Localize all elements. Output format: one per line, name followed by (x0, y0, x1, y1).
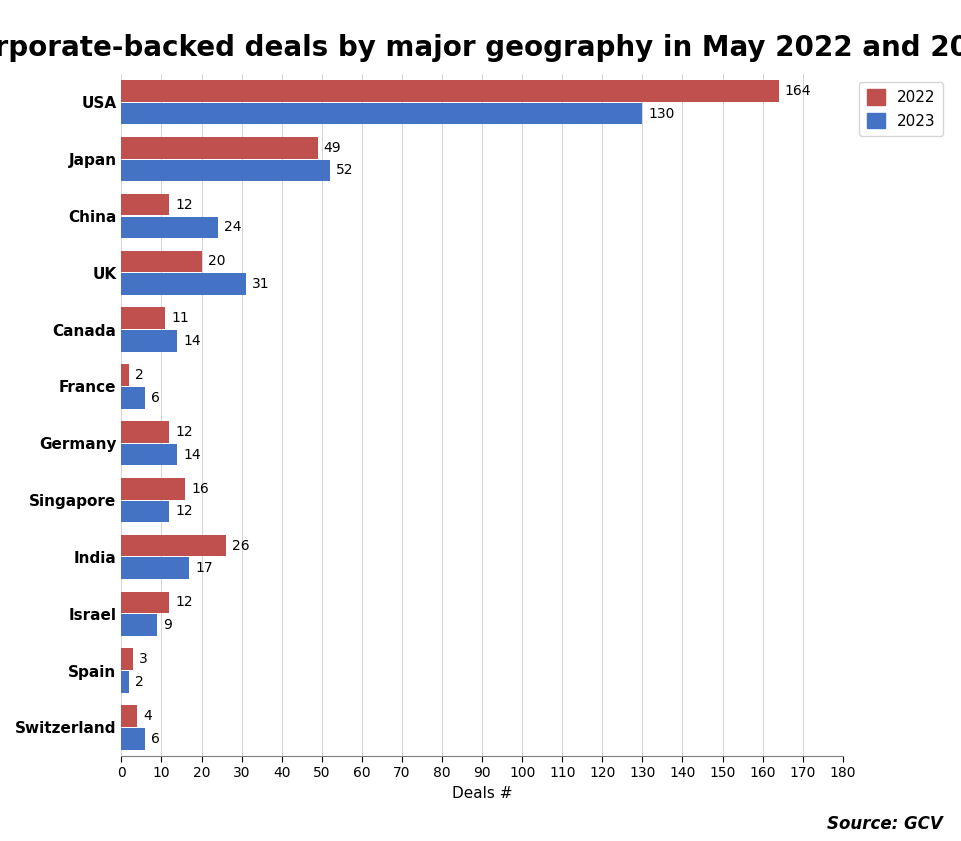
Text: 14: 14 (184, 447, 201, 462)
Bar (121, 103, 642, 124)
Text: 49: 49 (324, 140, 341, 155)
Text: 14: 14 (184, 334, 201, 348)
Text: 164: 164 (784, 84, 810, 98)
Bar (121, 500, 169, 522)
Text: 20: 20 (208, 254, 225, 268)
Bar (121, 80, 777, 102)
Text: 2: 2 (136, 368, 144, 382)
Bar (121, 308, 165, 329)
Bar (121, 671, 129, 693)
Bar (121, 648, 134, 670)
Text: 16: 16 (191, 482, 209, 495)
Bar (121, 160, 330, 182)
Bar (121, 591, 169, 613)
Text: 6: 6 (151, 732, 160, 746)
Bar (121, 331, 177, 352)
Bar (121, 421, 169, 442)
Text: 24: 24 (223, 220, 241, 235)
Text: 31: 31 (252, 278, 269, 291)
Bar (121, 387, 145, 409)
Text: 130: 130 (648, 107, 674, 120)
Bar (121, 614, 158, 636)
Bar (121, 728, 145, 749)
Text: 3: 3 (139, 652, 148, 666)
Text: Corporate-backed deals by major geography in May 2022 and 2023: Corporate-backed deals by major geograph… (0, 34, 961, 61)
Text: 12: 12 (175, 425, 193, 439)
Text: 52: 52 (335, 163, 353, 177)
Bar (121, 364, 129, 386)
Bar (121, 216, 217, 238)
Bar (121, 706, 137, 727)
Bar (121, 193, 169, 215)
Text: 9: 9 (163, 618, 172, 632)
Bar (121, 251, 201, 272)
Bar (121, 273, 245, 295)
Text: Source: GCV: Source: GCV (826, 815, 942, 833)
Text: 4: 4 (143, 709, 152, 723)
Bar (121, 478, 185, 500)
X-axis label: Deals #: Deals # (452, 785, 512, 801)
Text: 6: 6 (151, 391, 160, 405)
Bar (121, 535, 225, 557)
Text: 12: 12 (175, 595, 193, 610)
Text: 12: 12 (175, 505, 193, 518)
Bar (121, 137, 317, 159)
Text: 17: 17 (195, 561, 213, 575)
Text: 26: 26 (232, 538, 249, 553)
Bar (121, 444, 177, 465)
Text: 11: 11 (171, 311, 189, 325)
Bar (121, 558, 189, 579)
Text: 2: 2 (136, 675, 144, 689)
Legend: 2022, 2023: 2022, 2023 (858, 82, 943, 136)
Text: 12: 12 (175, 198, 193, 212)
